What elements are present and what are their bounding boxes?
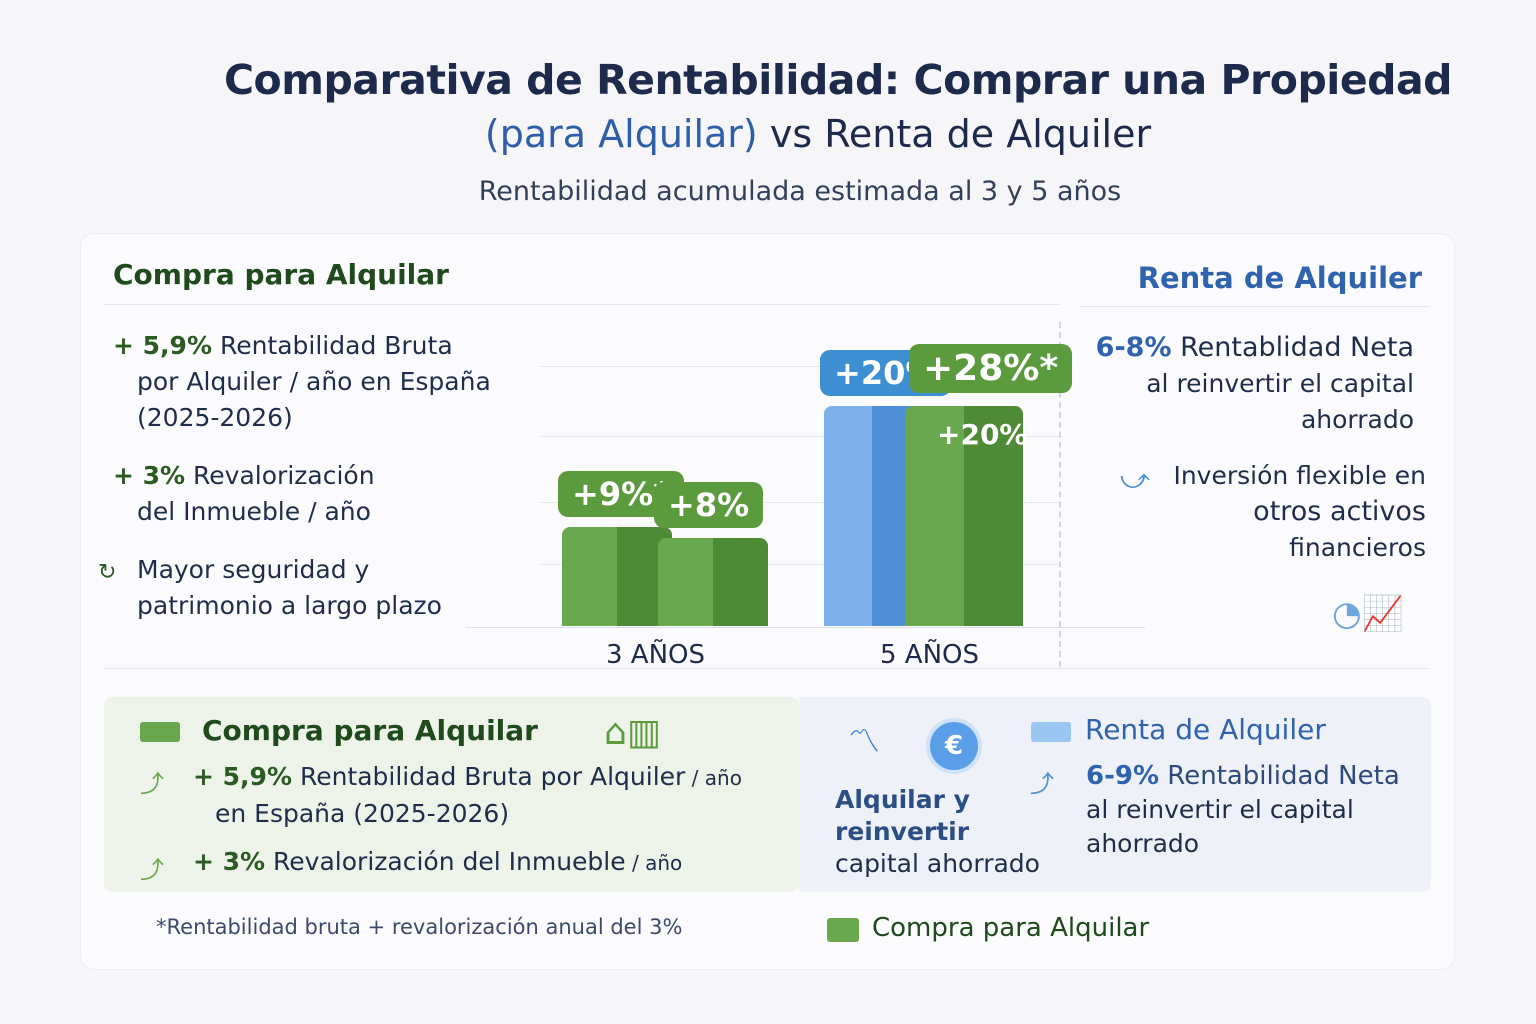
bar-callout-3: +28%* (909, 344, 1073, 393)
legend-right-text: 6-9% Rentabilidad Neta al reinvertir el … (1086, 761, 1400, 858)
arrow-icon: ⤻ (1120, 462, 1150, 495)
trend-arrow-icon: ⤴ (140, 770, 164, 798)
finance-chart-icon: ◔📈 (1332, 594, 1405, 634)
legend-left-line1: + 5,9% Rentabilidad Bruta por Alquiler /… (193, 762, 742, 828)
left-item-3: Mayor seguridad y patrimonio a largo plaz… (137, 555, 442, 620)
right-item-1: 6-8% Rentablidad Neta al reinvertir el c… (1095, 332, 1414, 434)
bar-3 (905, 406, 1023, 626)
left-heading: Compra para Alquilar (113, 258, 449, 291)
subtitle: Rentabilidad acumulada estimada al 3 y 5… (478, 176, 1122, 207)
title-line-2: (para Alquilar) vs Renta de Alquiler (0, 112, 1536, 156)
euro-coin-icon: € (926, 718, 982, 774)
legend-left-line2: + 3% Revalorización del Inmueble / año (193, 847, 683, 876)
title-highlight: (para Alquilar) (484, 112, 758, 156)
title-line-1: Comparativa de Rentabilidad: Comprar una… (223, 56, 1453, 104)
house-building-icon: ⌂▥ (604, 712, 661, 753)
bar-2 (824, 406, 920, 626)
curved-arrow-icon: ↻ (98, 560, 117, 585)
footer-legend-label: Compra para Alquilar (872, 913, 1150, 943)
left-item-2: + 3% Revalorización del Inmueble / año (113, 461, 375, 526)
legend-right-title: Renta de Alquiler (1085, 713, 1326, 746)
legend-left-box (104, 697, 799, 892)
trend-chart-icon: 〽 (848, 722, 881, 760)
title-rest: vs Renta de Alquiler (757, 112, 1152, 156)
left-item-1: + 5,9% Rentabilidad Bruta por Alquiler /… (113, 331, 491, 432)
footer-legend-swatch (827, 918, 859, 942)
right-item-2: Inversión flexible en otros activos financ… (1173, 461, 1426, 562)
legend-swatch-green (140, 722, 180, 742)
legend-left-title: Compra para Alquilar (202, 714, 538, 747)
legend-right-box (799, 697, 1431, 892)
bar-1 (658, 538, 768, 626)
bar-0 (562, 527, 672, 626)
category-label-3y: 3 AÑOS (606, 640, 706, 670)
trend-arrow-icon: ⤴ (140, 856, 164, 884)
right-heading: Renta de Alquiler (1137, 261, 1422, 295)
legend-middle-text: Alquilar y reinvertir capital ahorrado (835, 785, 1040, 878)
category-label-5y: 5 AÑOS (880, 640, 980, 670)
bar-label-3: +20% (937, 418, 1028, 451)
arrow-icon: ⤴ (1030, 770, 1054, 798)
bar-label-1: +8% (654, 482, 764, 528)
footnote: *Rentabilidad bruta + revalorización anu… (156, 915, 683, 939)
legend-swatch-blue (1031, 722, 1071, 742)
